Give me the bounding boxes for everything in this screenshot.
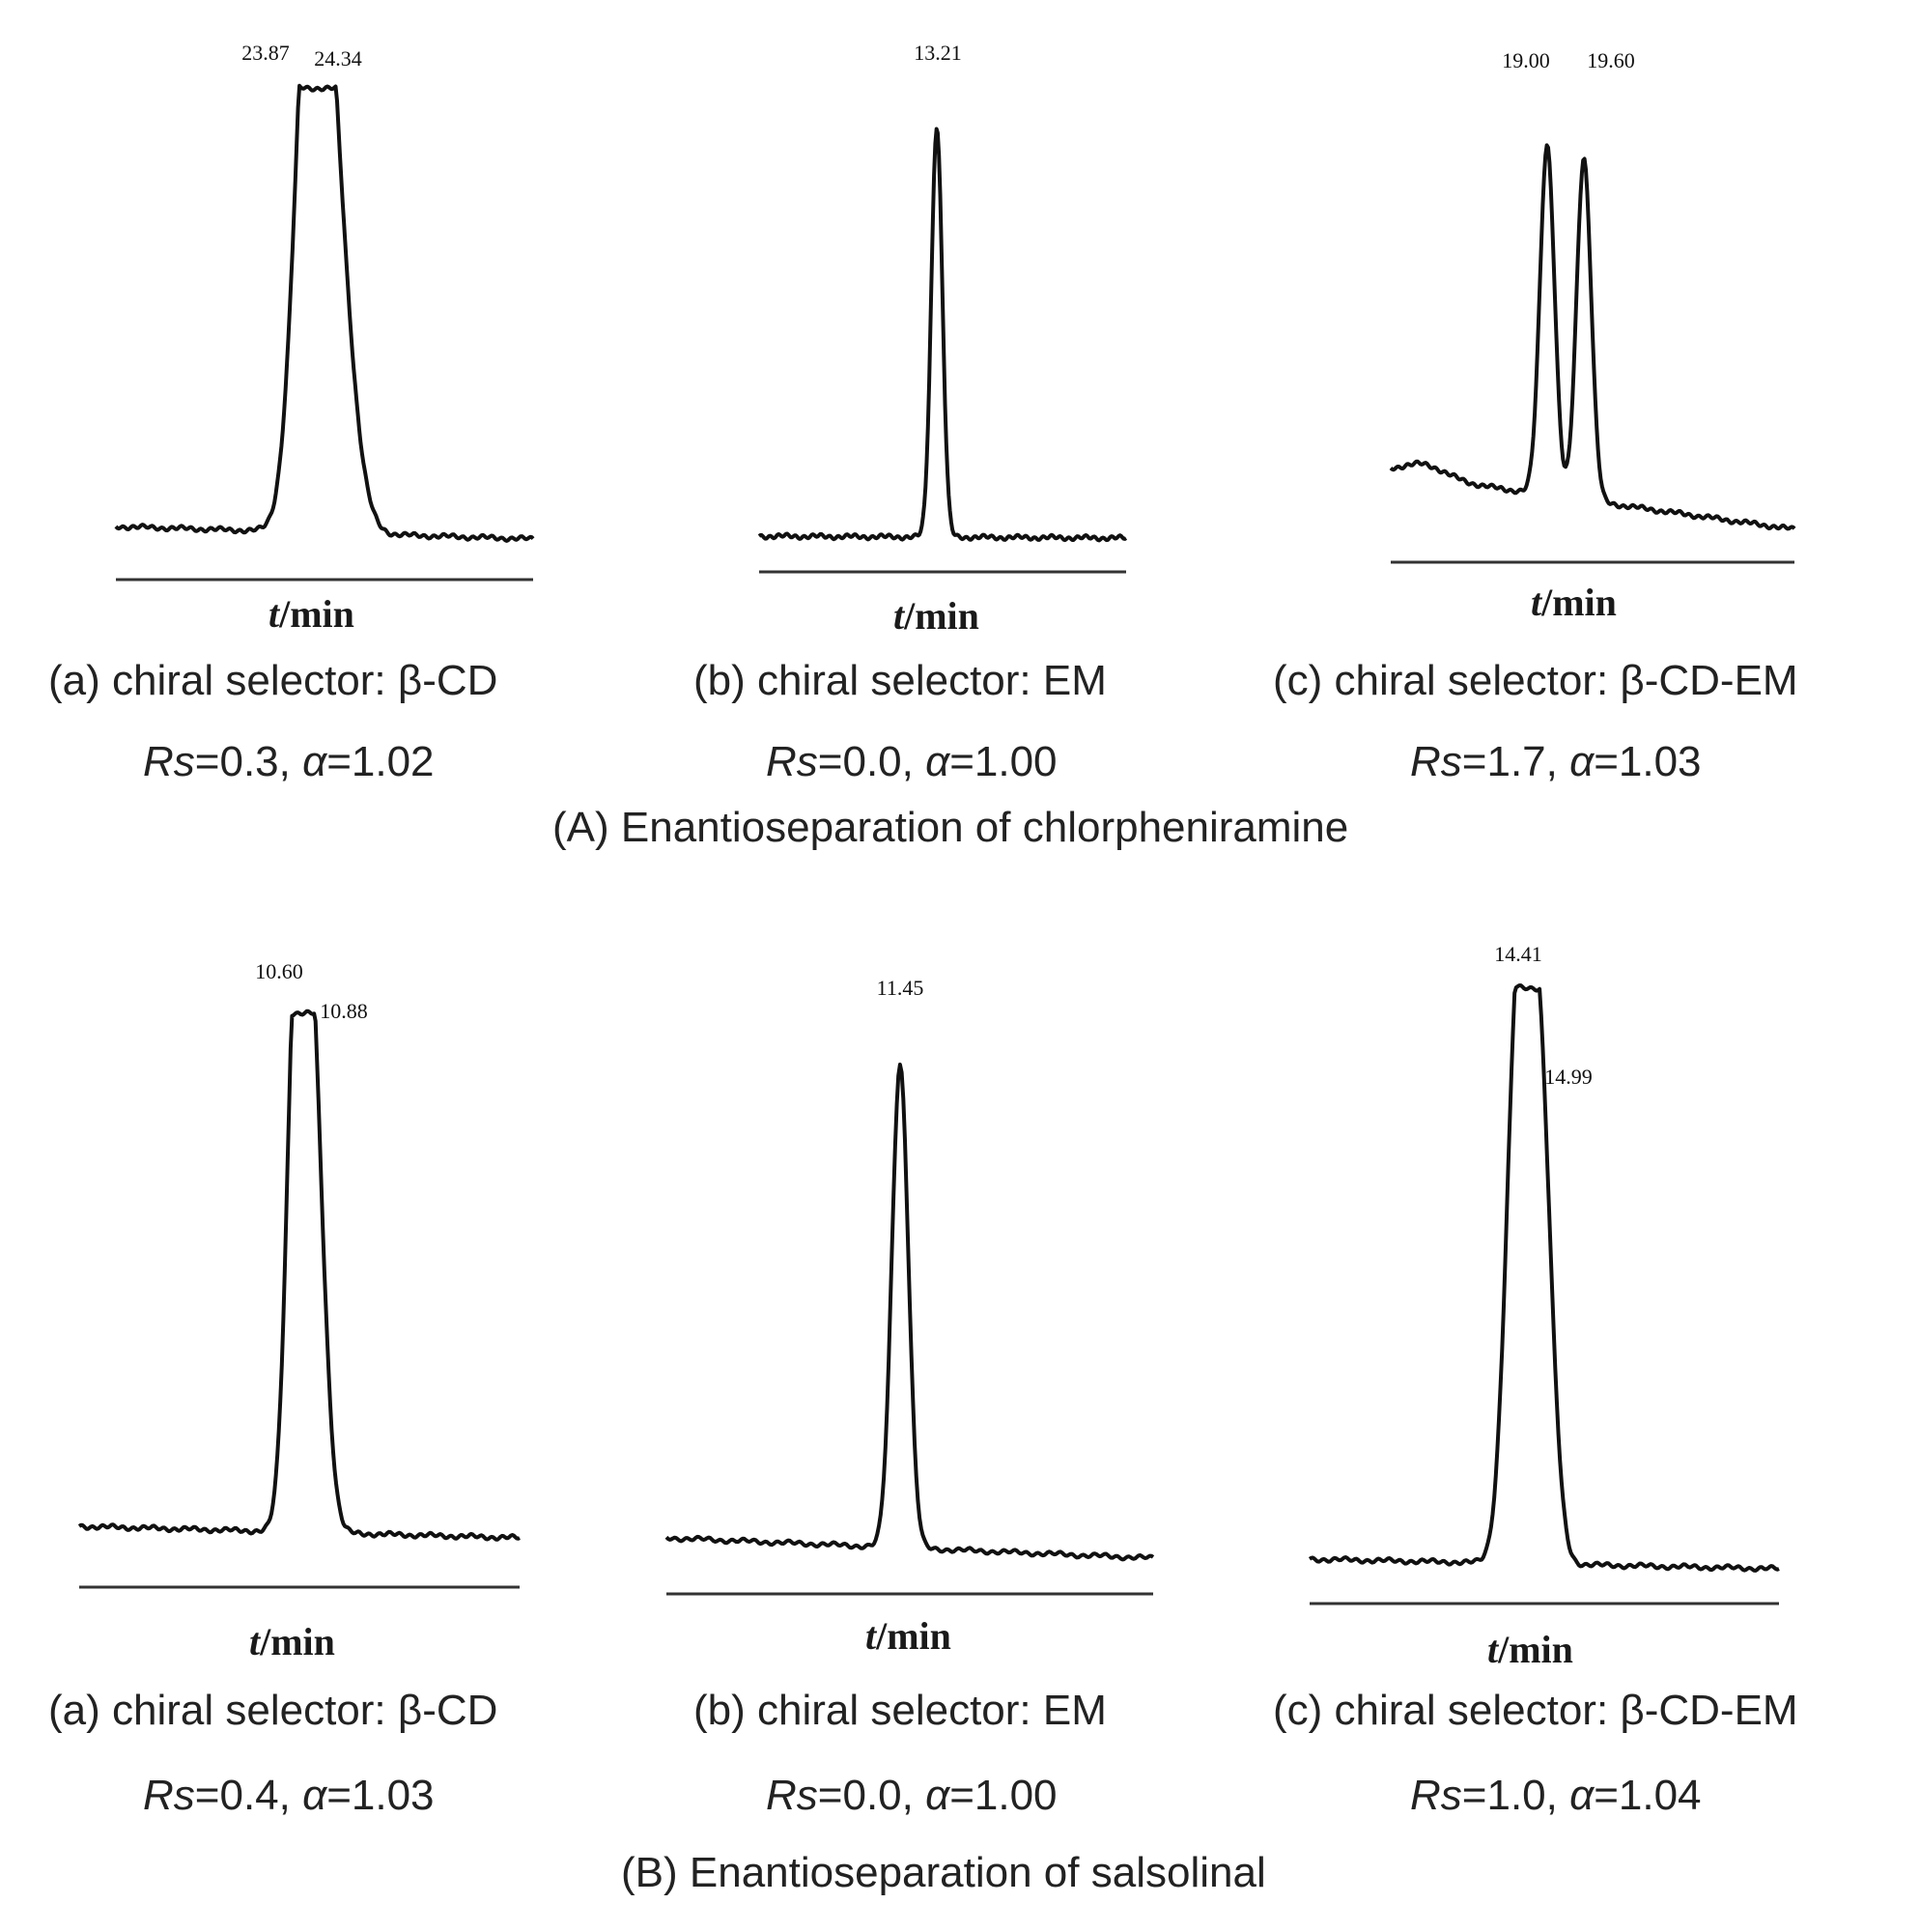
panel-caption: (b) chiral selector: EM — [693, 1687, 1107, 1734]
rs-label: Rs — [143, 1772, 195, 1819]
panel-caption: (c) chiral selector: β-CD-EM — [1273, 657, 1798, 704]
x-axis-unit: /min — [904, 594, 979, 638]
alpha-label: α — [302, 1772, 327, 1819]
rs-value: =1.7, — [1461, 738, 1570, 785]
rs-label: Rs — [1410, 738, 1462, 785]
x-axis-var: t — [1531, 581, 1542, 624]
group-title-b: (B) Enantioseparation of salsolinal — [621, 1849, 1266, 1896]
group-title-a: (A) Enantioseparation of chlorpheniramin… — [552, 804, 1349, 851]
chromatogram-a-a: 23.87 24.34 — [114, 41, 535, 582]
chromatogram-b-a: 10.60 10.88 — [77, 959, 521, 1589]
panel-caption: (a) chiral selector: β-CD — [48, 657, 498, 704]
alpha-label: α — [302, 738, 327, 785]
peak-time-label: 14.41 — [1494, 942, 1542, 966]
panel-caption: (c) chiral selector: β-CD-EM — [1273, 1687, 1798, 1734]
rs-label: Rs — [1410, 1772, 1462, 1819]
rs-value: =0.3, — [194, 738, 303, 785]
x-axis-var: t — [1487, 1628, 1499, 1671]
chromatogram-trace — [757, 127, 1128, 543]
peak-time-label: 19.00 — [1502, 48, 1550, 72]
rs-label: Rs — [766, 738, 818, 785]
x-axis-unit: /min — [876, 1614, 951, 1658]
alpha-label: α — [1569, 1772, 1595, 1819]
rs-value: =1.0, — [1461, 1772, 1570, 1819]
alpha-value: =1.03 — [326, 1772, 435, 1819]
x-axis-var: t — [268, 592, 280, 636]
chromatogram-b-c: 14.41 14.99 — [1308, 942, 1780, 1605]
peak-time-label: 10.88 — [320, 999, 368, 1023]
x-axis-label: t/min — [1487, 1627, 1573, 1672]
x-axis-label: t/min — [249, 1619, 335, 1664]
rs-value: =0.0, — [817, 738, 926, 785]
chromatogram-a-b: 13.21 — [757, 41, 1128, 574]
alpha-label: α — [1569, 738, 1595, 785]
chromatogram-panel-a-b: 13.21 t/min (b) chiral selector: EM Rs=0… — [0, 0, 1920, 850]
panel-caption: (b) chiral selector: EM — [693, 657, 1107, 704]
panel-metrics: Rs=0.3, α=1.02 — [143, 738, 435, 786]
alpha-label: α — [925, 1772, 950, 1819]
alpha-value: =1.02 — [326, 738, 435, 785]
chromatogram-a-c: 19.00 19.60 — [1389, 48, 1796, 564]
chromatogram-trace — [1389, 143, 1796, 531]
x-axis-label: t/min — [1531, 580, 1617, 625]
x-axis-label: t/min — [268, 591, 354, 637]
panel-metrics: Rs=1.7, α=1.03 — [1410, 738, 1702, 786]
panel-metrics: Rs=1.0, α=1.04 — [1410, 1772, 1702, 1820]
peak-time-label: 13.21 — [914, 41, 962, 65]
alpha-value: =1.03 — [1594, 738, 1702, 785]
x-axis-label: t/min — [865, 1613, 951, 1659]
peak-time-label: 14.99 — [1544, 1065, 1593, 1089]
peak-time-label: 11.45 — [877, 976, 924, 1000]
chromatogram-trace — [114, 83, 535, 543]
alpha-value: =1.00 — [949, 738, 1058, 785]
panel-metrics: Rs=0.4, α=1.03 — [143, 1772, 435, 1820]
alpha-label: α — [925, 738, 950, 785]
chromatogram-trace — [664, 1063, 1155, 1562]
panel-metrics: Rs=0.0, α=1.00 — [766, 738, 1058, 786]
peak-time-label: 19.60 — [1587, 48, 1635, 72]
alpha-value: =1.00 — [949, 1772, 1058, 1819]
peak-time-label: 24.34 — [314, 46, 362, 71]
x-axis-var: t — [893, 594, 905, 638]
rs-value: =0.4, — [194, 1772, 303, 1819]
x-axis-var: t — [865, 1614, 877, 1658]
chromatogram-panel-a-a: 23.87 24.34 t/min (a) chiral selector: β-… — [0, 0, 637, 850]
panel-metrics: Rs=0.0, α=1.00 — [766, 1772, 1058, 1820]
rs-value: =0.0, — [817, 1772, 926, 1819]
chromatogram-b-b: 11.45 — [664, 976, 1155, 1596]
alpha-value: =1.04 — [1594, 1772, 1702, 1819]
chromatogram-trace — [77, 1009, 521, 1542]
peak-time-label: 23.87 — [241, 41, 290, 65]
panel-caption: (a) chiral selector: β-CD — [48, 1687, 498, 1734]
chromatogram-panel-a-c: 19.00 19.60 t/min (c) chiral selector: β-… — [0, 0, 1920, 850]
chromatogram-trace — [1308, 983, 1780, 1573]
rs-label: Rs — [766, 1772, 818, 1819]
rs-label: Rs — [143, 738, 195, 785]
x-axis-unit: /min — [1498, 1628, 1573, 1671]
x-axis-var: t — [249, 1620, 261, 1663]
peak-time-label: 10.60 — [255, 959, 303, 983]
x-axis-unit: /min — [279, 592, 354, 636]
x-axis-unit: /min — [1541, 581, 1617, 624]
x-axis-label: t/min — [893, 593, 979, 639]
x-axis-unit: /min — [260, 1620, 335, 1663]
